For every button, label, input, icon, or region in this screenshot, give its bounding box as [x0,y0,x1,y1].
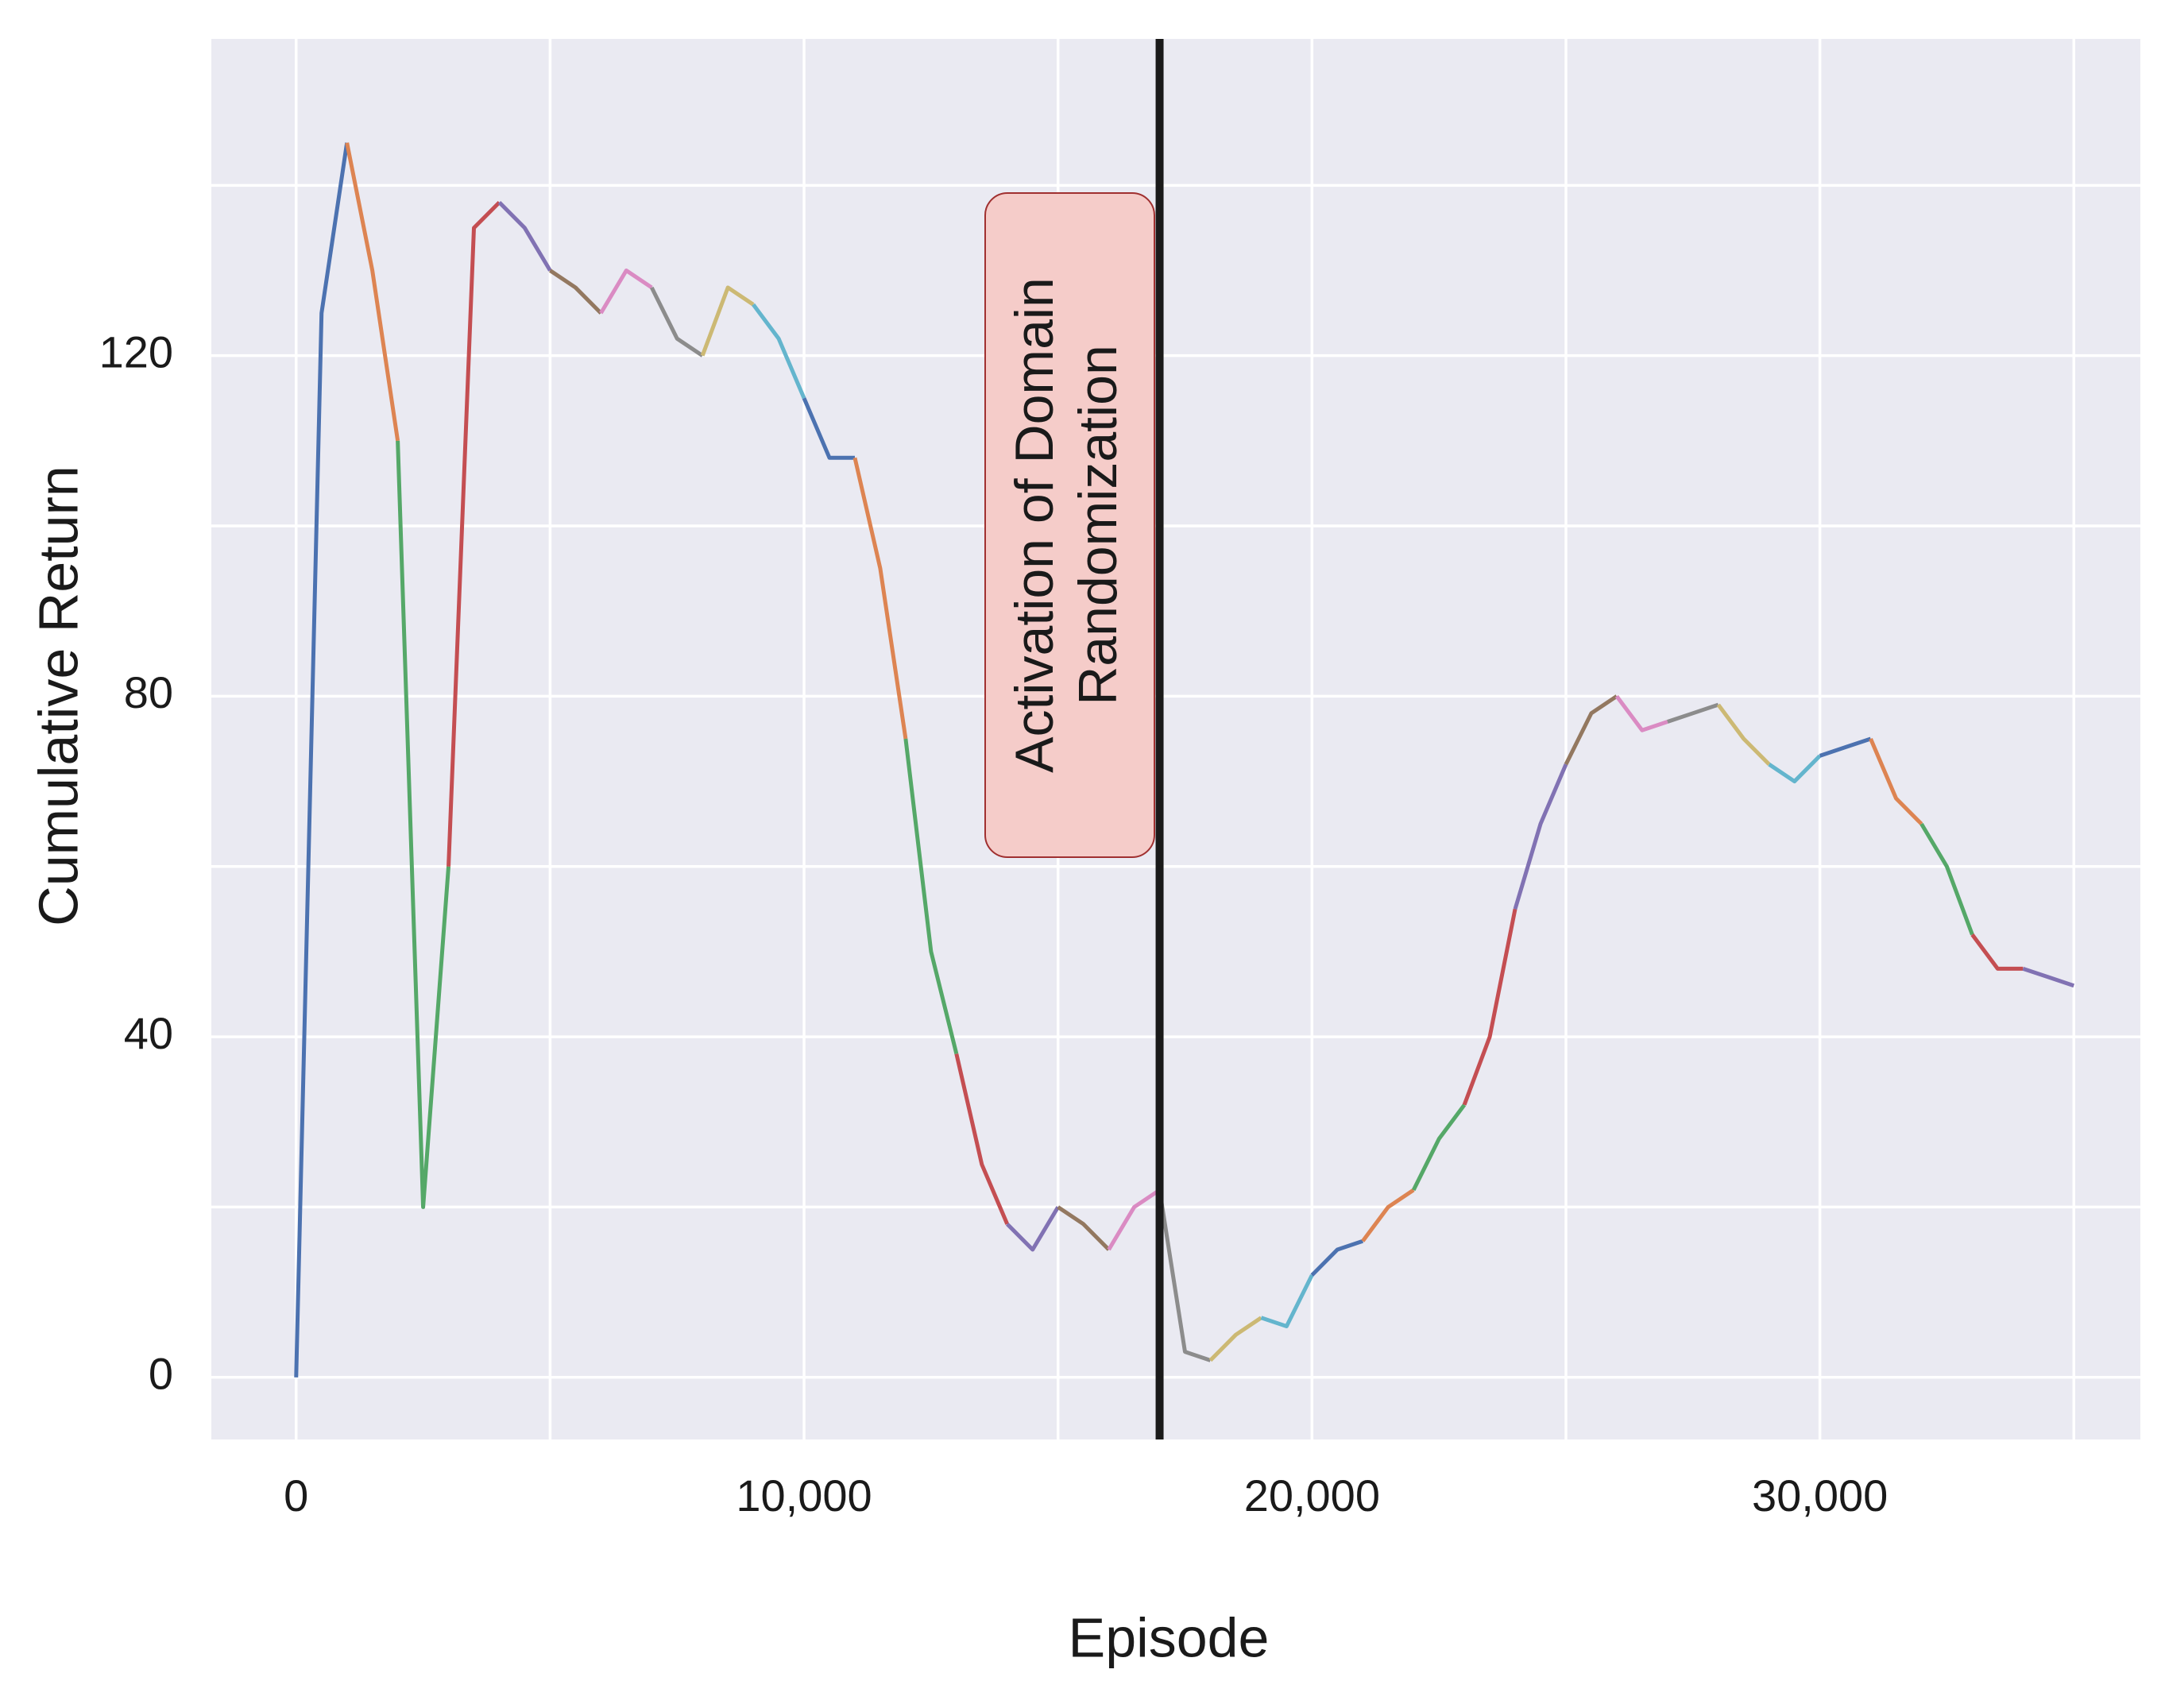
series-line [802,397,855,460]
y-tick-label: 40 [124,1008,173,1058]
series-line [1920,822,1974,936]
series-line [1716,703,1771,766]
series-line [1057,1205,1111,1251]
y-tick-label: 120 [99,327,173,377]
x-tick-label: 30,000 [1752,1470,1888,1521]
series-line [1768,754,1822,784]
series-line [1310,1238,1364,1277]
y-tick-label: 0 [149,1349,173,1399]
series-line [1107,1188,1161,1251]
series-line [1361,1188,1415,1242]
x-tick-label: 10,000 [736,1470,872,1521]
series-line [1564,694,1618,766]
series-line [599,269,653,315]
series-line [1158,1189,1212,1362]
series-line [1208,1316,1262,1362]
y-tick-label: 80 [124,667,173,717]
series-line [447,201,501,867]
series-line [650,286,704,357]
y-axis-label: Cumulative Return [27,466,89,926]
annotation-text: Activation of Domain [1004,277,1065,773]
series-line [1614,694,1668,732]
series-line [497,201,552,272]
series-line [2022,966,2075,988]
annotation: Activation of Domain Randomization [1004,277,1128,773]
plot-background [211,39,2140,1439]
series-line [903,738,959,1055]
series-line [1667,702,1719,724]
series-line [1869,737,1923,825]
series-line [752,303,806,400]
series-line [1260,1274,1314,1328]
series-line [700,285,755,357]
x-axis-label: Episode [1069,1606,1270,1668]
series-line [294,142,350,1378]
series-line [852,457,908,740]
series-line [1970,933,2024,971]
series-line [345,142,400,442]
annotation-box [984,192,1155,858]
annotation-text: Randomization [1068,345,1128,705]
series-line [549,269,603,315]
x-tick-label: 20,000 [1244,1470,1380,1521]
series-line [1462,908,1517,1106]
series-line [1005,1206,1060,1252]
series-line [396,440,451,1209]
x-tick-label: 0 [284,1470,308,1521]
series-line [954,1053,1010,1225]
series-line [1411,1103,1467,1192]
series-line [1819,736,1872,758]
series-line [1513,763,1568,910]
